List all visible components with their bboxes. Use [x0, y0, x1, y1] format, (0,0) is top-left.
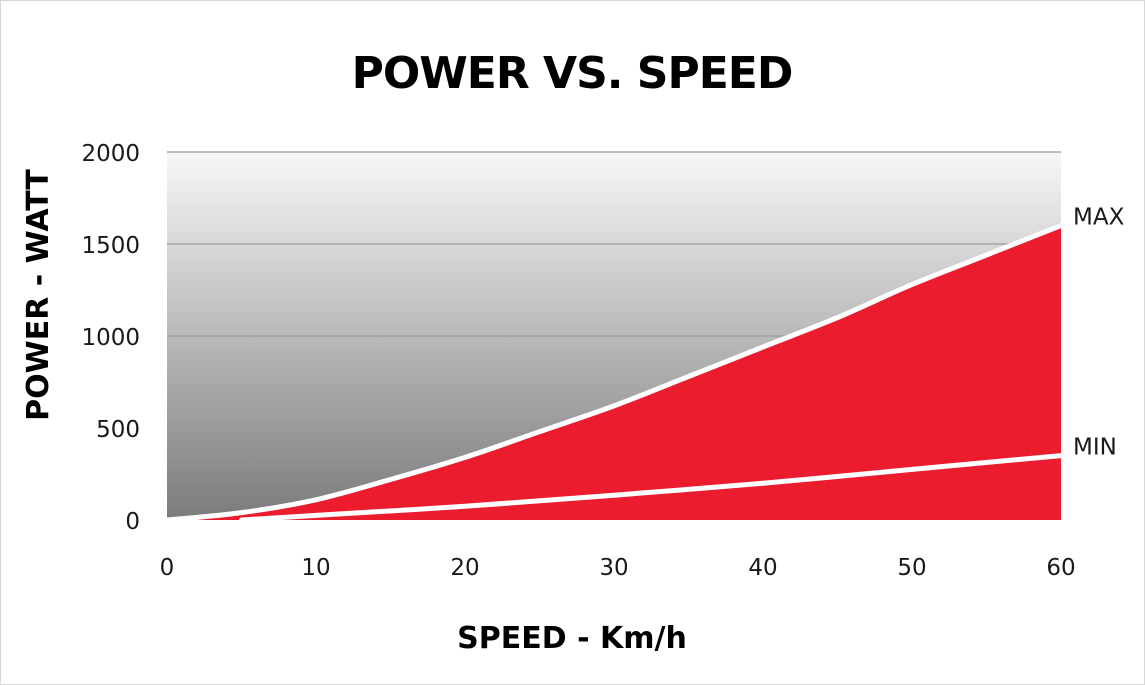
- y-axis-title: POWER - WATT: [21, 169, 56, 421]
- max-area-fill: [167, 225, 1061, 520]
- x-tick-label-60: 60: [1046, 555, 1075, 581]
- chart-title: POWER VS. SPEED: [352, 48, 793, 99]
- y-tick-label-0: 0: [125, 509, 140, 535]
- y-tick-label-1000: 1000: [81, 325, 140, 351]
- x-tick-label-10: 10: [301, 555, 330, 581]
- x-tick-label-40: 40: [748, 555, 777, 581]
- x-tick-label-0: 0: [160, 555, 175, 581]
- y-tick-label-500: 500: [96, 417, 140, 443]
- x-tick-label-20: 20: [450, 555, 479, 581]
- y-tick-label-1500: 1500: [81, 233, 140, 259]
- series-line-min: [239, 453, 1064, 523]
- x-axis-title: SPEED - Km/h: [457, 621, 687, 656]
- series-label-min: MIN: [1073, 435, 1117, 461]
- series-label-max: MAX: [1073, 205, 1125, 231]
- y-tick-label-2000: 2000: [81, 141, 140, 167]
- x-tick-label-30: 30: [599, 555, 628, 581]
- x-tick-label-50: 50: [897, 555, 926, 581]
- series-line-max: [164, 223, 1064, 523]
